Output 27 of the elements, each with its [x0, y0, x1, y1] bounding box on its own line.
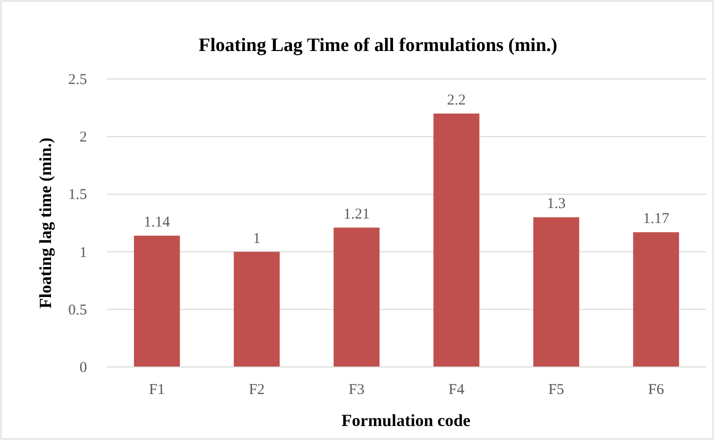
bar [533, 217, 580, 367]
x-tick-label: F5 [548, 382, 564, 398]
y-axis-title: Floating lag time (min.) [36, 138, 55, 308]
x-axis-title: Formulation code [342, 411, 471, 430]
data-label: 1.17 [642, 211, 670, 228]
bar [433, 114, 480, 367]
bar [633, 232, 680, 367]
x-tick-label: F3 [348, 382, 365, 398]
y-tick-label: 1 [80, 244, 87, 261]
x-tick-label: F6 [648, 382, 665, 398]
chart-title: Floating Lag Time of all formulations (min.) [198, 35, 558, 56]
bar [234, 252, 280, 367]
x-tick-label: F2 [248, 382, 265, 398]
data-label: 1.21 [343, 206, 370, 223]
y-tick-label: 0 [80, 360, 87, 376]
x-tick-label: F4 [448, 382, 465, 398]
data-label: 1.14 [144, 214, 171, 231]
y-tick-label: 0.5 [68, 302, 87, 318]
bar [334, 228, 380, 367]
data-label: 1 [253, 230, 260, 247]
data-label: 2.2 [447, 92, 466, 109]
bar [134, 236, 180, 367]
y-tick-label: 2.5 [68, 72, 87, 88]
y-tick-label: 1.5 [68, 187, 87, 204]
y-tick-label: 2 [80, 130, 87, 146]
x-tick-label: F1 [148, 382, 165, 398]
data-label: 1.3 [546, 196, 566, 212]
